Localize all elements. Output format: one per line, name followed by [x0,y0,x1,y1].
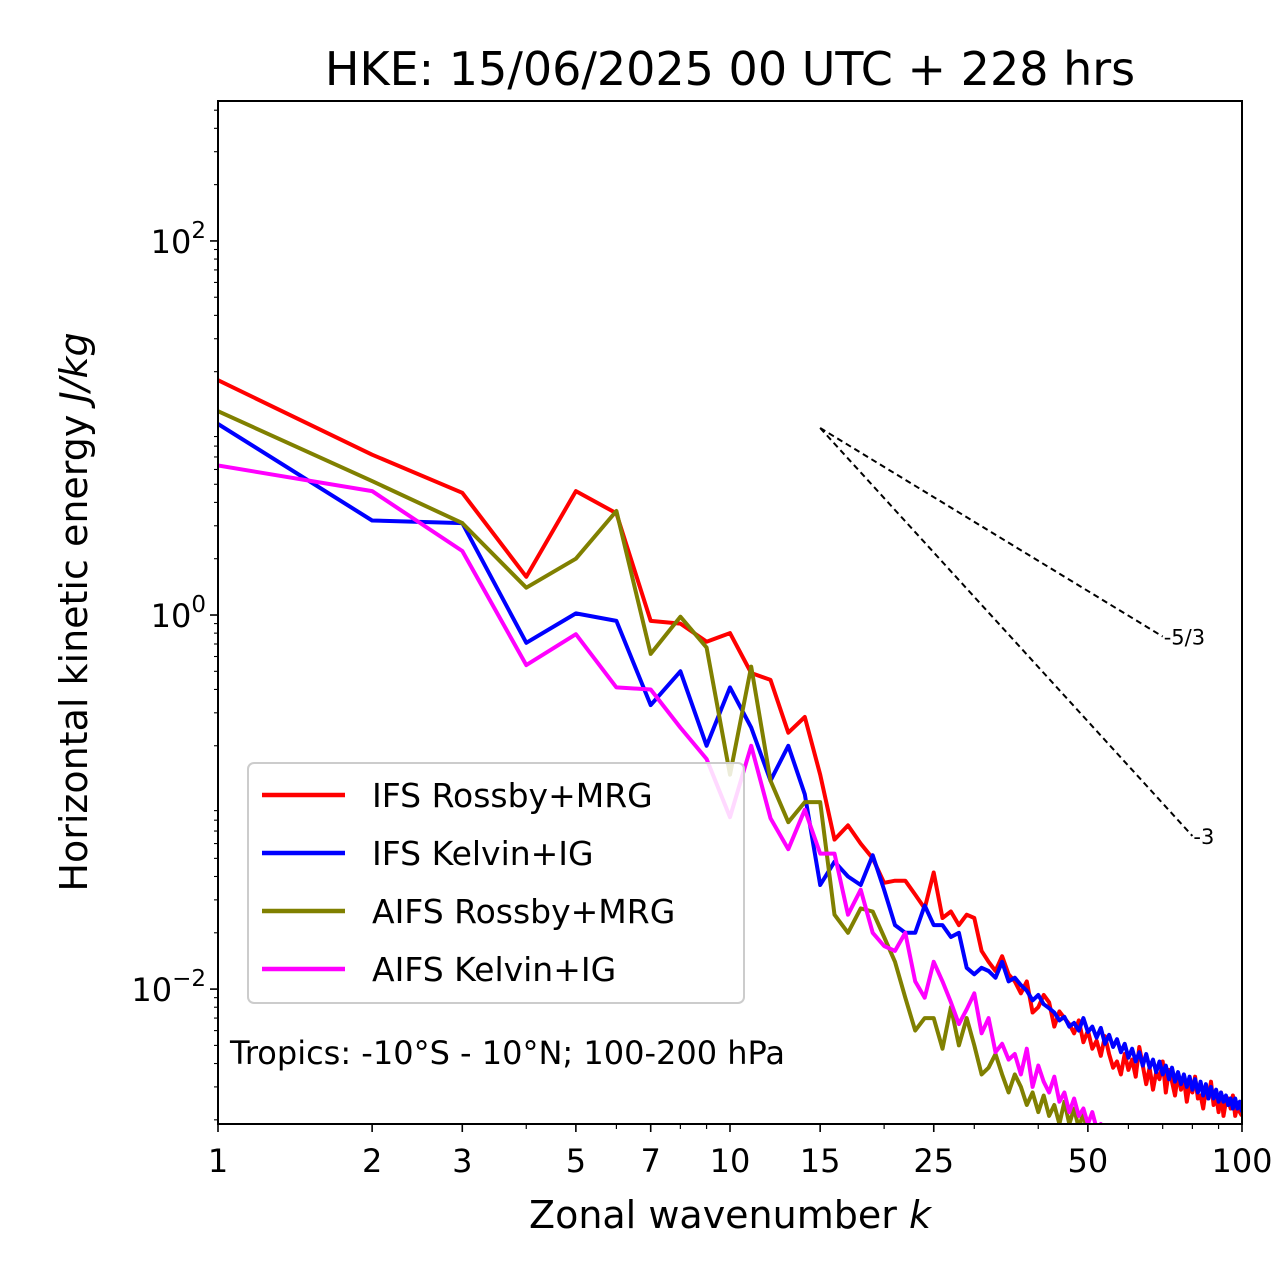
chart-title: HKE: 15/06/2025 00 UTC + 228 hrs [325,42,1135,96]
y-tick-label: 100 [151,592,206,635]
x-tick-label: 25 [913,1142,954,1180]
plot-frame [217,100,1243,1125]
series-line-1 [218,422,1242,1113]
x-tick-label: 7 [641,1142,661,1180]
slope-line-0 [819,427,1164,638]
x-axis-label: Zonal wavenumber k [529,1193,933,1237]
slope-label-1: -3 [1193,825,1214,849]
legend-label-3: AIFS Kelvin+IG [372,950,616,989]
legend-label-0: IFS Rossby+MRG [372,776,653,815]
series-layer [218,378,1242,1124]
x-tick-label: 10 [710,1142,751,1180]
slope-line-1 [819,427,1194,837]
y-axis-label: Horizontal kinetic energy J/kg [52,332,96,891]
x-tick-label: 2 [362,1142,382,1180]
x-tick-label: 1 [208,1142,228,1180]
axis-tick-labels: 1 2 3 5 7 10 15 25 50 100 102 100 10−2 [131,218,1272,1180]
y-tick-label: 10−2 [131,966,206,1009]
legend-label-2: AIFS Rossby+MRG [372,892,675,931]
legend-label-1: IFS Kelvin+IG [372,834,594,873]
x-tick-label: 3 [452,1142,472,1180]
x-tick-label: 15 [800,1142,841,1180]
series-line-2 [218,409,1088,1124]
series-line-0 [218,378,1242,1118]
y-tick-label: 102 [151,218,206,261]
legend-box [247,762,745,1004]
region-annotation: Tropics: -10°S - 10°N; 100-200 hPa [229,1034,785,1072]
x-tick-label: 50 [1068,1142,1109,1180]
x-tick-label: 100 [1211,1142,1272,1180]
x-tick-label: 5 [566,1142,586,1180]
legend: IFS Rossby+MRG IFS Kelvin+IG AIFS Rossby+M… [247,762,745,1004]
slope-label-0: -5/3 [1164,626,1205,650]
reference-slopes: -5/3 -3 [819,427,1214,849]
